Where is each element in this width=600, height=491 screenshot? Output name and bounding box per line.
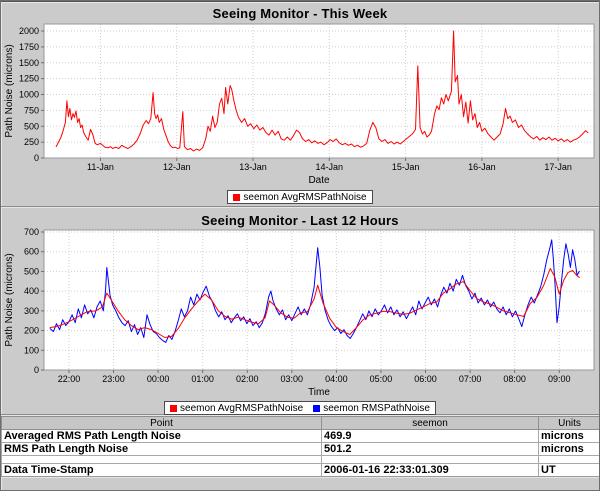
points-table-panel: Point seemon Units Averaged RMS Path Len…: [1, 415, 599, 490]
last12h-chart-plot[interactable]: 0 100 200 300 400 500 600 700 22:00 23:00 00:00 01:…: [1, 207, 600, 415]
svg-text:500: 500: [24, 121, 39, 131]
column-header-units: Units: [538, 416, 599, 430]
svg-text:Path Noise (microns): Path Noise (microns): [4, 253, 15, 346]
svg-text:00:00: 00:00: [147, 374, 170, 384]
svg-text:1500: 1500: [19, 58, 39, 68]
svg-text:12-Jan: 12-Jan: [163, 162, 191, 172]
svg-text:11-Jan: 11-Jan: [87, 162, 114, 172]
column-header-point: Point: [1, 416, 322, 430]
svg-text:700: 700: [24, 227, 39, 237]
weekly-chart-title: Seeing Monitor - This Week: [212, 6, 388, 21]
svg-text:14-Jan: 14-Jan: [316, 162, 344, 172]
svg-text:100: 100: [24, 345, 39, 355]
table-row-avg-rms[interactable]: Averaged RMS Path Length Noise 469.9 mic…: [1, 429, 599, 443]
legend-box: seemon AvgRMSPathNoise seemon RMSPathNois…: [164, 401, 436, 415]
point-value-cell: [321, 455, 539, 464]
column-header-seemon: seemon: [321, 416, 539, 430]
svg-text:15-Jan: 15-Jan: [392, 162, 420, 172]
points-table: Point seemon Units Averaged RMS Path Len…: [1, 416, 599, 477]
svg-text:200: 200: [24, 326, 39, 336]
last12h-chart-title: Seeing Monitor - Last 12 Hours: [201, 213, 399, 228]
svg-text:300: 300: [24, 306, 39, 316]
point-name-cell: Data Time-Stamp: [1, 463, 322, 477]
point-units-cell: microns: [538, 442, 599, 456]
svg-text:17-Jan: 17-Jan: [544, 162, 572, 172]
point-name-cell: Averaged RMS Path Length Noise: [1, 429, 322, 443]
svg-text:Path Noise (microns): Path Noise (microns): [4, 44, 15, 137]
legend-box: seemon AvgRMSPathNoise: [227, 190, 373, 204]
points-table-wrap: Point seemon Units Averaged RMS Path Len…: [1, 416, 599, 477]
svg-text:0: 0: [34, 153, 39, 163]
legend-label: seemon RMSPathNoise: [323, 402, 430, 414]
legend-label: seemon AvgRMSPathNoise: [243, 191, 367, 203]
svg-text:250: 250: [24, 137, 39, 147]
svg-text:500: 500: [24, 266, 39, 276]
svg-text:03:00: 03:00: [281, 374, 304, 384]
svg-text:Date: Date: [308, 175, 330, 186]
svg-text:Time: Time: [308, 387, 330, 398]
legend-entry: seemon RMSPathNoise: [313, 403, 430, 414]
svg-text:01:00: 01:00: [191, 374, 214, 384]
legend-label: seemon AvgRMSPathNoise: [180, 402, 304, 414]
point-name-cell: RMS Path Length Noise: [1, 442, 322, 456]
weekly-chart-panel: 0 250 500 750 1000 1250 1500 1750 2000 11-Jan 12-J…: [1, 1, 599, 207]
weekly-chart-plot[interactable]: 0 250 500 750 1000 1250 1500 1750 2000 11-Jan 12-J…: [1, 2, 600, 208]
table-header-row: Point seemon Units: [1, 416, 599, 430]
weekly-chart-legend: seemon AvgRMSPathNoise: [1, 190, 599, 204]
svg-text:400: 400: [24, 286, 39, 296]
last12h-chart-legend: seemon AvgRMSPathNoise seemon RMSPathNois…: [1, 401, 599, 415]
svg-text:05:00: 05:00: [370, 374, 393, 384]
svg-text:09:00: 09:00: [548, 374, 571, 384]
svg-text:06:00: 06:00: [414, 374, 437, 384]
series-swatch-icon: [313, 404, 321, 412]
svg-text:23:00: 23:00: [102, 374, 125, 384]
svg-text:750: 750: [24, 105, 39, 115]
point-value-cell: 2006-01-16 22:33:01.309: [321, 463, 539, 477]
legend-entry: seemon AvgRMSPathNoise: [170, 403, 303, 414]
svg-text:13-Jan: 13-Jan: [239, 162, 267, 172]
table-filler: [1, 476, 599, 490]
svg-text:1250: 1250: [19, 74, 39, 84]
svg-text:600: 600: [24, 247, 39, 257]
svg-text:16-Jan: 16-Jan: [468, 162, 496, 172]
svg-text:04:00: 04:00: [325, 374, 348, 384]
series-swatch-icon: [233, 193, 241, 201]
svg-text:07:00: 07:00: [459, 374, 482, 384]
svg-text:1750: 1750: [19, 42, 39, 52]
table-row-rms[interactable]: RMS Path Length Noise 501.2 microns: [1, 442, 599, 456]
point-units-cell: microns: [538, 429, 599, 443]
point-units-cell: [538, 455, 599, 464]
point-name-cell: [1, 455, 322, 464]
table-row-empty[interactable]: [1, 455, 599, 464]
svg-text:1000: 1000: [19, 90, 39, 100]
point-value-cell: 501.2: [321, 442, 539, 456]
point-units-cell: UT: [538, 463, 599, 477]
legend-entry: seemon AvgRMSPathNoise: [233, 191, 367, 203]
point-value-cell: 469.9: [321, 429, 539, 443]
last12h-chart-panel: 0 100 200 300 400 500 600 700 22:00 23:00 00:00 01:…: [1, 207, 599, 415]
svg-text:0: 0: [34, 365, 39, 375]
svg-text:08:00: 08:00: [503, 374, 526, 384]
table-row-timestamp[interactable]: Data Time-Stamp 2006-01-16 22:33:01.309 …: [1, 463, 599, 477]
svg-text:22:00: 22:00: [58, 374, 81, 384]
svg-text:02:00: 02:00: [236, 374, 259, 384]
series-swatch-icon: [170, 404, 178, 412]
svg-text:2000: 2000: [19, 26, 39, 36]
